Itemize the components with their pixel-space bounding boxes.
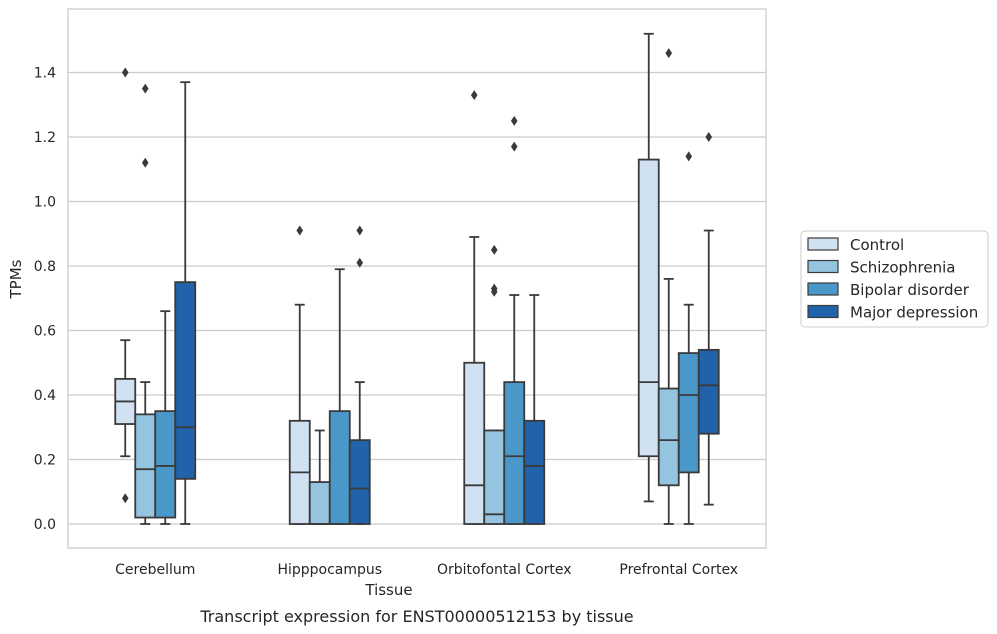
outlier-point <box>356 225 364 236</box>
outlier-point <box>121 67 129 78</box>
y-tick-label: 1.2 <box>34 130 56 146</box>
box-bipolar-disorder <box>677 151 700 525</box>
boxes-layer <box>114 32 720 525</box>
outlier-point <box>510 115 518 126</box>
box-bipolar-disorder <box>503 115 526 525</box>
outlier-point <box>705 132 713 142</box>
box-major-depression <box>523 294 546 525</box>
y-tick-label: 0.4 <box>34 388 56 404</box>
legend: Control Schizophrenia Bipolar disorder Majo… <box>800 230 989 328</box>
y-tick-label: 0.6 <box>34 324 56 340</box>
y-tick-label: 1.4 <box>34 66 56 82</box>
x-tick-label: Cerebellum <box>115 562 195 578</box>
legend-frame <box>800 230 989 328</box>
box-bipolar-disorder <box>154 310 177 525</box>
box-major-depression <box>174 81 197 525</box>
y-tick-label: 0.8 <box>34 259 56 275</box>
box-control <box>288 225 311 525</box>
box-major-depression <box>697 132 720 506</box>
legend-swatch <box>807 304 839 319</box>
outlier-point <box>490 283 498 294</box>
plot-frame <box>67 8 767 549</box>
box-body <box>677 352 700 474</box>
outlier-point <box>470 90 478 101</box>
legend-label: Bipolar disorder <box>850 281 970 299</box>
x-tick-label: Hipppocampus <box>277 562 382 578</box>
box-schizophrenia <box>308 429 331 525</box>
outlier-point <box>356 257 364 268</box>
box-body <box>523 419 546 525</box>
legend-swatch <box>807 237 839 251</box>
legend-label: Major depression <box>850 304 978 322</box>
outlier-point <box>685 151 693 162</box>
box-bipolar-disorder <box>328 268 351 525</box>
outlier-point <box>665 48 673 59</box>
legend-swatch <box>807 259 839 274</box>
box-body <box>697 348 720 435</box>
box-body <box>503 381 526 525</box>
legend-swatch <box>807 282 839 296</box>
x-axis-title: Tissue <box>364 581 412 599</box>
outlier-point <box>296 225 304 236</box>
outlier-point <box>490 244 498 255</box>
box-body <box>463 361 486 525</box>
chart-caption: Transcript expression for ENST0000051215… <box>199 607 633 626</box>
legend-label: Control <box>850 236 904 254</box>
box-control <box>463 90 486 525</box>
box-body <box>483 429 506 525</box>
x-tick-label: Prefrontal Cortex <box>619 562 738 578</box>
box-body <box>154 410 177 519</box>
box-body <box>657 387 680 487</box>
box-body <box>134 413 157 519</box>
y-tick-labels: 0.0 0.2 0.4 0.6 0.8 1.0 1.2 1.4 <box>34 66 56 534</box>
box-body <box>637 158 660 458</box>
outlier-point <box>121 493 129 504</box>
box-major-depression <box>348 225 371 525</box>
box-schizophrenia <box>134 83 157 525</box>
box-body <box>348 439 371 525</box>
y-tick-label: 1.0 <box>34 195 56 211</box>
y-axis-title: TPMs <box>7 259 25 299</box>
box-control <box>637 32 660 503</box>
legend-label: Schizophrenia <box>850 259 955 277</box>
box-body <box>308 481 331 525</box>
y-tick-label: 0.2 <box>34 453 56 469</box>
x-tick-labels: Cerebellum Hipppocampus Orbitofontal Corte… <box>115 562 738 578</box>
box-schizophrenia <box>483 244 506 525</box>
outlier-point <box>141 83 149 94</box>
outlier-point <box>510 141 518 152</box>
box-body <box>328 410 351 525</box>
box-body <box>174 281 197 480</box>
outlier-point <box>141 157 149 168</box>
box-control <box>114 67 137 504</box>
x-tick-label: Orbitofontal Cortex <box>437 562 572 578</box>
box-schizophrenia <box>657 48 680 525</box>
y-tick-label: 0.0 <box>34 517 56 533</box>
